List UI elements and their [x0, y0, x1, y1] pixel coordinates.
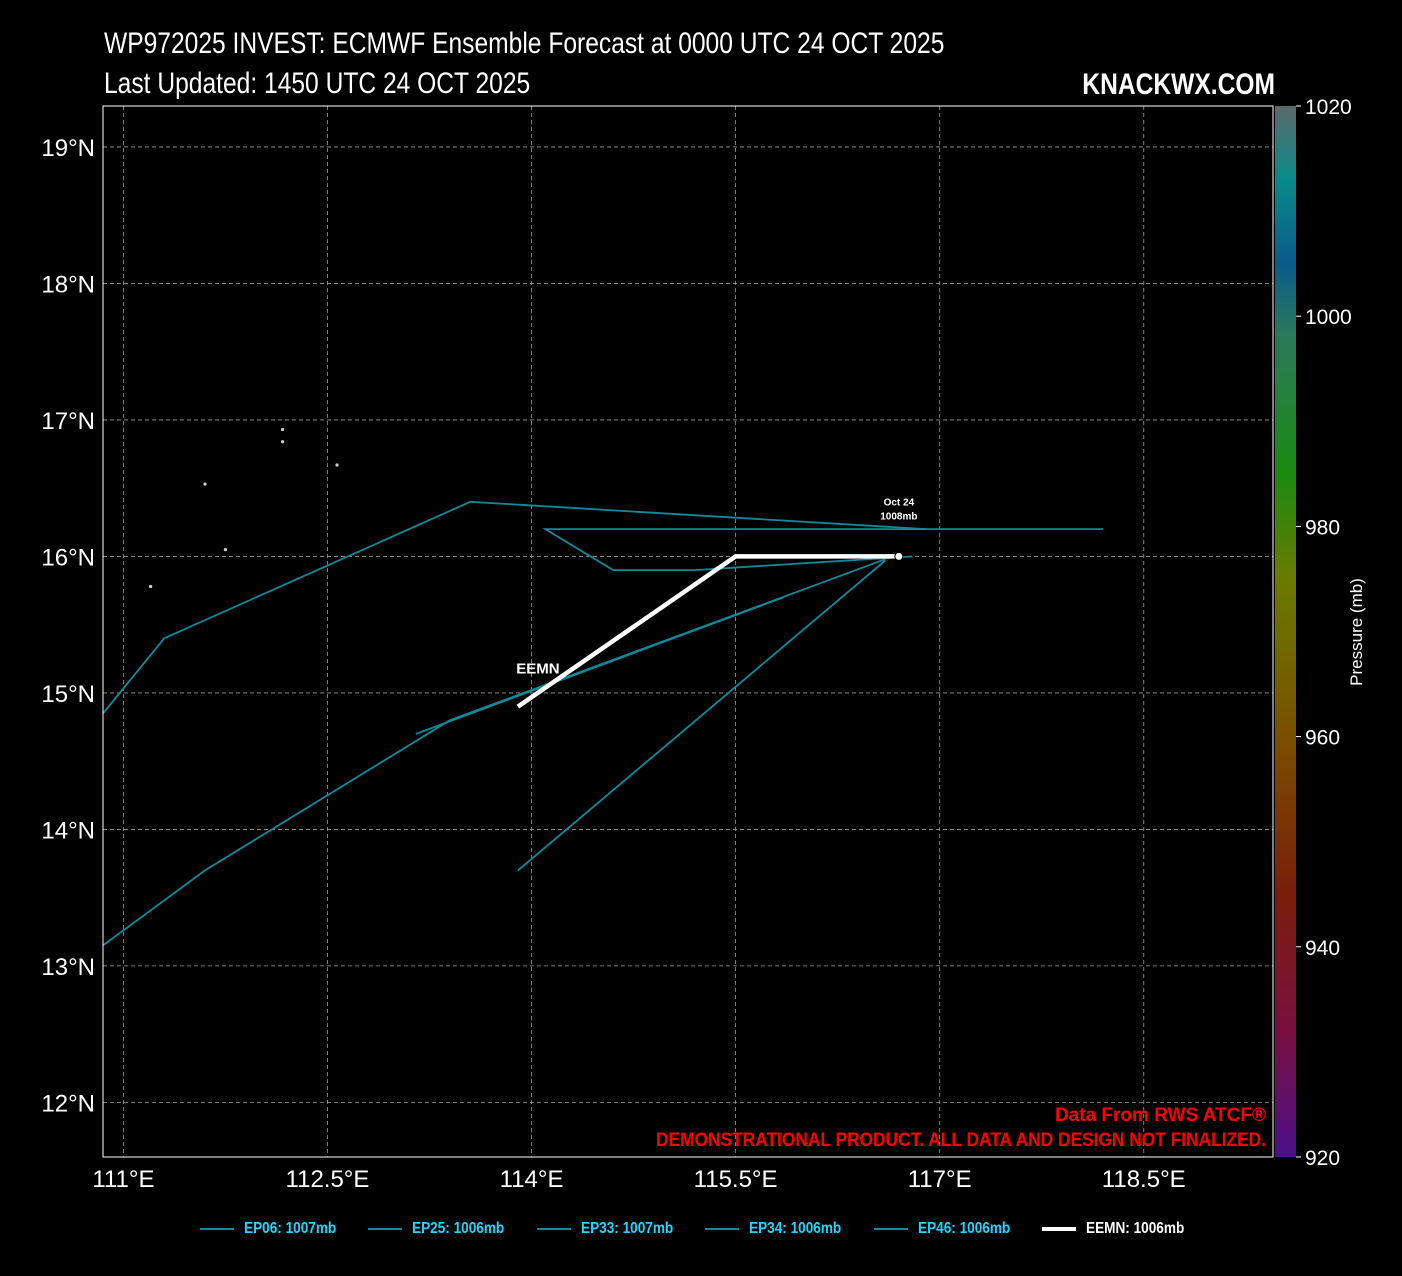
legend-swatch — [873, 1228, 908, 1230]
island-marker — [203, 482, 207, 486]
x-tick-label: 114°E — [500, 1166, 564, 1193]
ensemble-member-track — [415, 596, 784, 735]
start-date-label: Oct 24 — [884, 497, 915, 508]
legend-item: EP34: 1006mb — [705, 1220, 858, 1238]
legend-item: EP33: 1007mb — [536, 1220, 690, 1238]
y-tick-label: 12°N — [41, 1090, 95, 1117]
y-tick-label: 15°N — [41, 681, 95, 708]
x-tick-label: 115.5°E — [694, 1166, 778, 1193]
mean-track-label: EEMN — [516, 661, 559, 678]
y-tick-label: 19°N — [41, 135, 95, 162]
legend-swatch — [705, 1228, 740, 1230]
y-tick-label: 14°N — [41, 817, 95, 844]
start-point-marker — [894, 551, 904, 561]
legend-label: EP34: 1006mb — [749, 1220, 842, 1237]
y-tick-label: 18°N — [41, 271, 95, 298]
brand-logo-text: KNACKWX.COM — [1082, 68, 1275, 101]
legend-item: EP46: 1006mb — [873, 1220, 1027, 1238]
legend-label: EP25: 1006mb — [412, 1220, 505, 1237]
y-tick-label: 17°N — [41, 408, 95, 435]
ensemble-member-track — [102, 558, 886, 947]
legend-swatch — [1042, 1227, 1077, 1231]
legend-label: EP46: 1006mb — [917, 1220, 1011, 1237]
legend-swatch — [368, 1228, 403, 1230]
chart-title: WP972025 INVEST: ECMWF Ensemble Forecast… — [104, 27, 945, 60]
colorbar-tick-label: 940 — [1305, 937, 1340, 960]
colorbar-tick-label: 980 — [1305, 516, 1340, 539]
data-source-note: Data From RWS ATCF® — [1055, 1105, 1266, 1126]
legend-item: EEMN: 1006mb — [1042, 1220, 1202, 1238]
ensemble-member-track — [517, 559, 886, 872]
colorbar-tick-label: 1000 — [1305, 306, 1352, 329]
colorbar — [1275, 106, 1296, 1157]
legend-label: EP06: 1007mb — [243, 1220, 337, 1237]
island-marker — [280, 427, 285, 432]
y-tick-label: 16°N — [41, 544, 95, 571]
legend-item: EP25: 1006mb — [368, 1220, 521, 1238]
island-marker — [335, 463, 339, 467]
legend-label: EP33: 1007mb — [580, 1220, 674, 1237]
x-tick-label: 111°E — [92, 1166, 154, 1193]
legend-swatch — [536, 1228, 571, 1230]
colorbar-tick-label: 960 — [1305, 727, 1340, 750]
island-marker — [149, 584, 153, 589]
island-marker — [223, 548, 228, 552]
y-tick-label: 13°N — [41, 954, 95, 981]
legend: EP06: 1007mb EP25: 1006mb EP33: 1007mb EP34… — [0, 1220, 1402, 1238]
chart-subtitle: Last Updated: 1450 UTC 24 OCT 2025 — [104, 67, 531, 100]
x-tick-label: 117°E — [908, 1166, 972, 1193]
disclaimer-note: DEMONSTRATIONAL PRODUCT. ALL DATA AND DE… — [656, 1130, 1266, 1151]
ensemble-member-track — [102, 500, 927, 714]
start-pressure-label: 1008mb — [880, 511, 917, 522]
x-tick-label: 118.5°E — [1102, 1166, 1186, 1193]
legend-label: EEMN: 1006mb — [1086, 1220, 1185, 1237]
colorbar-label: Pressure (mb) — [1347, 578, 1366, 686]
legend-item: EP06: 1007mb — [199, 1220, 353, 1238]
ensemble-mean-track — [516, 554, 899, 709]
ensemble-member-track — [541, 528, 1103, 571]
colorbar-tick-label: 920 — [1305, 1147, 1340, 1170]
plot-frame — [102, 105, 1274, 1158]
island-marker — [280, 440, 285, 444]
x-tick-label: 112.5°E — [286, 1166, 370, 1193]
colorbar-tick-label: 1020 — [1305, 96, 1352, 119]
legend-swatch — [199, 1228, 234, 1230]
